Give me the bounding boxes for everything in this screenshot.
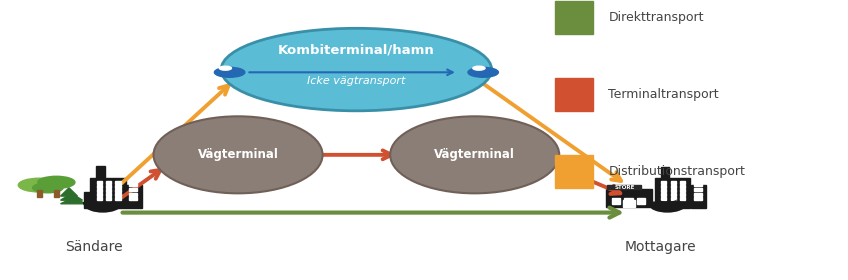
Bar [129,183,137,186]
Bar [97,189,102,192]
Bar [106,197,111,200]
Bar [97,185,102,188]
Polygon shape [60,198,86,204]
Ellipse shape [390,116,559,193]
Bar [661,197,666,200]
Bar [671,189,676,192]
Bar [624,198,633,204]
Text: Sändare: Sändare [65,240,123,254]
Circle shape [220,66,232,70]
Bar [129,197,137,200]
Bar [106,189,111,192]
Bar [607,185,641,189]
Text: Distributionstransport: Distributionstransport [608,165,745,178]
Polygon shape [60,193,82,200]
Circle shape [33,183,63,193]
Text: Kombiterminal/hamn: Kombiterminal/hamn [278,44,435,57]
Bar [680,189,685,192]
Bar [671,181,676,184]
Bar [605,189,652,207]
Bar [680,185,685,188]
Bar [637,198,645,204]
Text: Icke vägtransport: Icke vägtransport [307,76,405,86]
Bar [694,197,702,200]
Text: Terminaltransport: Terminaltransport [608,88,719,101]
Circle shape [37,176,75,188]
Bar [90,178,126,209]
Bar [680,181,685,184]
Bar [115,189,120,192]
Bar [97,193,102,196]
Bar [661,181,666,184]
Text: Mottagare: Mottagare [625,240,696,254]
Bar [661,193,666,196]
Bar [655,178,690,209]
Bar [671,185,676,188]
Bar [671,193,676,196]
Ellipse shape [153,116,322,193]
Bar [661,167,669,178]
Bar [129,188,137,191]
Text: Vägterminal: Vägterminal [198,148,278,161]
Bar [691,185,706,209]
Bar [694,188,702,191]
Bar [106,193,111,196]
Bar [115,197,120,200]
Bar [661,185,666,188]
Bar [115,181,120,184]
Circle shape [215,67,245,77]
Bar [694,183,702,186]
Bar [53,190,59,197]
Bar [661,189,666,192]
Bar [555,78,593,111]
Bar [97,181,102,184]
Circle shape [468,67,499,77]
Bar [106,181,111,184]
Bar [555,1,593,34]
Bar [96,166,104,178]
Text: STORE: STORE [614,185,634,190]
Text: Direkttransport: Direkttransport [608,11,704,24]
Circle shape [473,66,485,70]
Bar [115,193,120,196]
Circle shape [19,178,60,192]
Ellipse shape [221,28,492,111]
Bar [115,185,120,188]
Bar [129,193,137,195]
Bar [84,192,105,209]
Bar [106,185,111,188]
Bar [694,193,702,195]
Bar [680,193,685,196]
Bar [623,200,635,207]
Bar [97,197,102,200]
Text: Vägterminal: Vägterminal [434,148,515,161]
Bar [555,155,593,188]
Bar [611,198,620,204]
Bar [37,190,42,197]
Polygon shape [60,188,77,196]
Bar [671,197,676,200]
Bar [680,197,685,200]
Bar [126,185,142,209]
